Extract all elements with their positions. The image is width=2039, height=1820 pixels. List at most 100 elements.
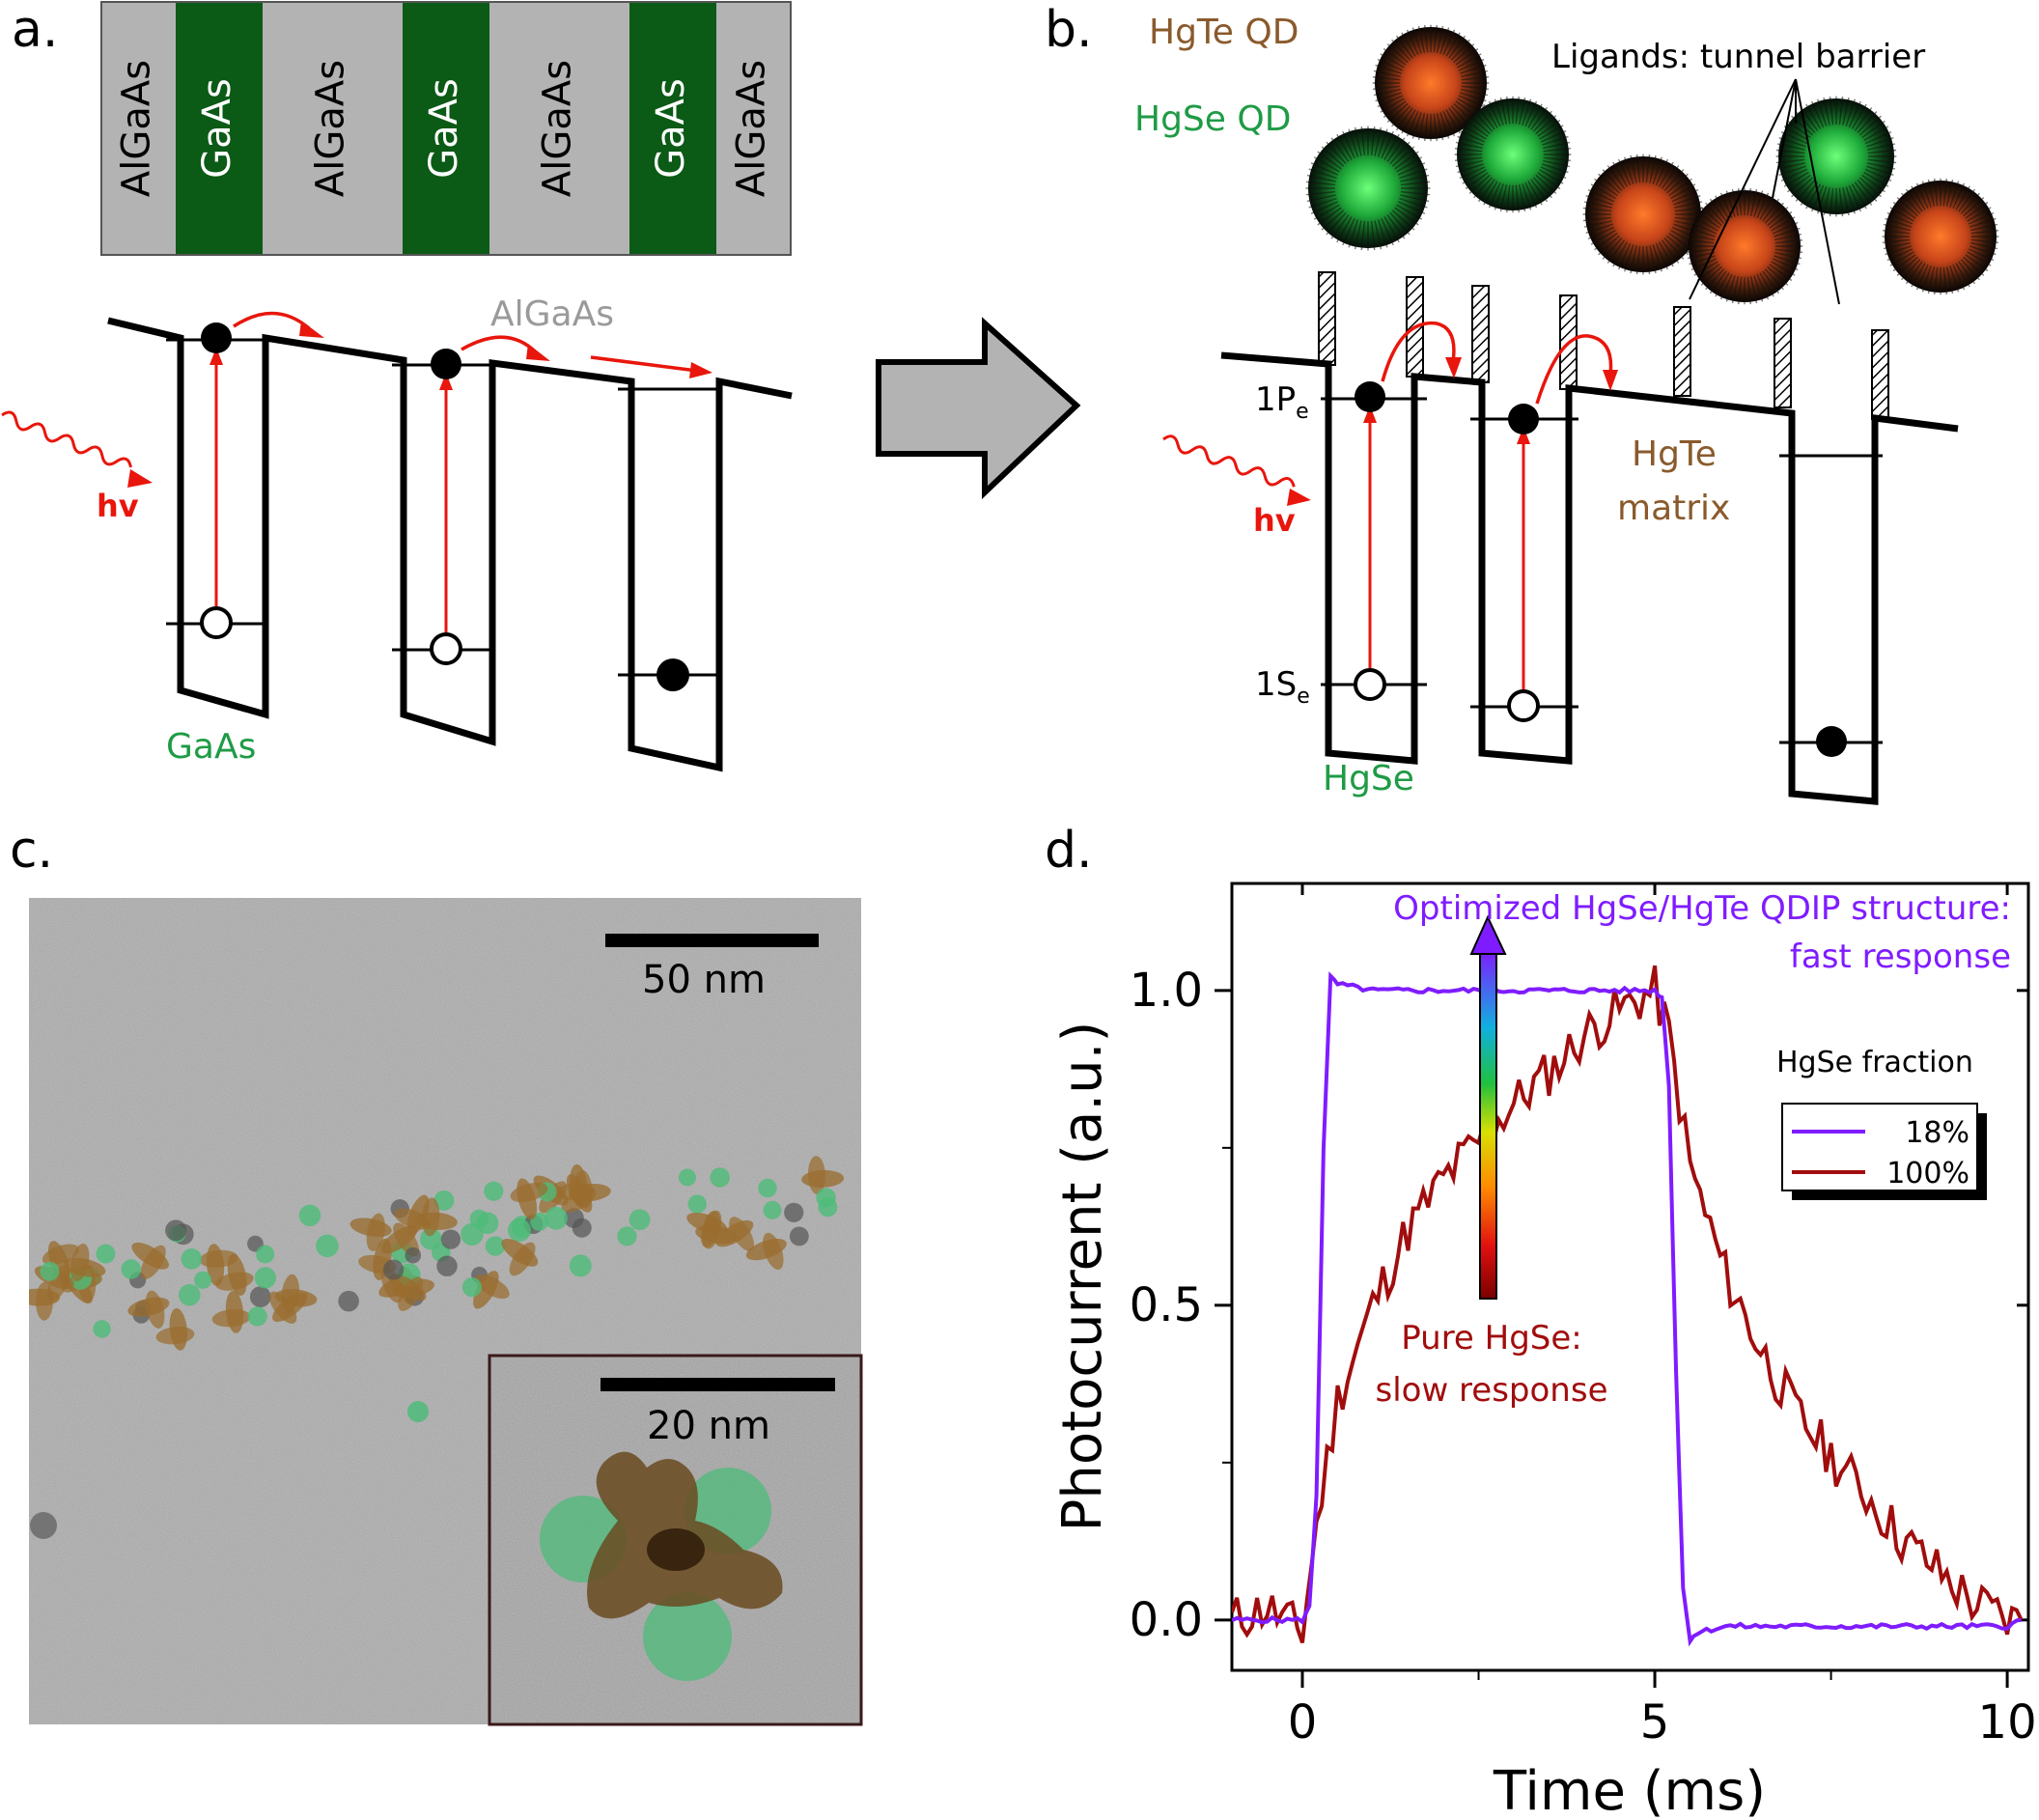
hgse-qd-icon [1775, 96, 1897, 217]
tunneling-arrowhead [1603, 370, 1618, 391]
annotation-bottom-line2: slow response [1375, 1371, 1607, 1410]
band-diagram-outline [107, 317, 793, 772]
tem-hgse-particle [433, 1190, 455, 1211]
ligand-pointer [1772, 78, 1797, 199]
panel-d-label: d. [1045, 822, 1093, 880]
layer-6 [716, 2, 791, 255]
transition-arrowhead [1363, 406, 1377, 423]
tem-hgse-particle [687, 1194, 707, 1214]
photon-wave-icon [1, 410, 132, 468]
well-label: HgSe [1323, 759, 1414, 798]
tunnel-barrier [1673, 306, 1691, 397]
tem-hgte-particle [127, 1290, 170, 1329]
panel-a-label: a. [12, 1, 58, 59]
axes: 0 5 10 0.0 0.5 1.0 [1130, 883, 2037, 1750]
tem-hgte-particle [388, 1274, 427, 1311]
tem-hgse-particle [569, 1254, 592, 1277]
quantum-dots [1305, 24, 1999, 305]
escape-arrowhead [526, 344, 550, 361]
y-tick-label: 1.0 [1130, 964, 1203, 1018]
gradient-arrow-shaft [1479, 950, 1497, 1300]
tem-hgse-particle [93, 1320, 111, 1338]
tem-hgse-particle [545, 1206, 568, 1230]
drift-arrowhead [689, 362, 712, 378]
hole-icon [1354, 668, 1386, 701]
layer-4 [489, 2, 629, 255]
tem-particle [436, 1255, 458, 1277]
electron-icon [201, 322, 232, 353]
tem-particle [165, 1219, 187, 1242]
inset-scale-bar [601, 1378, 835, 1391]
photon-label: hv [1253, 502, 1296, 539]
tem-hgte-particle [501, 1238, 539, 1276]
y-axis-label: Photocurrent (a.u.) [1051, 1022, 1114, 1532]
tem-particle [564, 1208, 584, 1228]
tunnel-barrier [1871, 329, 1889, 420]
photon-label: hv [97, 488, 139, 524]
x-tick-label: 10 [1978, 1695, 2037, 1750]
y-tick-label: 0.5 [1130, 1278, 1203, 1332]
ligand-pointer [1689, 78, 1797, 300]
escape-arrow [461, 335, 538, 354]
tem-hgse-particle [461, 1222, 484, 1246]
tem-hgse-particle [96, 1244, 116, 1264]
tem-hgte-particle [155, 1307, 195, 1351]
tem-hgse-particle [179, 1284, 201, 1306]
legend-box [1781, 1103, 1978, 1191]
tem-hgte-particle [211, 1290, 251, 1333]
layer-label: GaAs [195, 78, 239, 179]
hgse-qd-label: HgSe QD [1134, 99, 1291, 139]
tunnel-barrier [1471, 285, 1490, 383]
photon-arrowhead [127, 469, 153, 488]
tem-hgse-particle [758, 1178, 777, 1198]
ligand-pointer [1795, 78, 1840, 305]
is-level-label: 1Se [1255, 665, 1310, 709]
layer-5 [629, 2, 716, 255]
annotation-bottom-line1: Pure HgSe: [1401, 1319, 1582, 1358]
tem-hgse-particle [818, 1197, 838, 1218]
tem-hgte-particle [561, 1174, 597, 1213]
y-tick-label: 0.0 [1130, 1593, 1203, 1647]
tem-hgte-particle [715, 1217, 754, 1251]
matrix-label-line1: HgTe [1632, 434, 1717, 474]
layer-stack: AlGaAs GaAs AlGaAs GaAs AlGaAs GaAs AlGaAs [100, 1, 792, 256]
tem-hgse-particle [181, 1248, 203, 1270]
hgte-qd-label: HgTe QD [1149, 13, 1299, 52]
tem-particle [789, 1226, 809, 1246]
layer-label: AlGaAs [730, 60, 774, 197]
tem-hgse-particle [678, 1168, 696, 1187]
annotation-top-line2: fast response [1790, 938, 2011, 976]
plot-frame [1230, 882, 2030, 1672]
panel-c: c. 50 nm 20 nm [10, 822, 863, 1726]
tem-particle [249, 1286, 271, 1308]
series-line-18 [1232, 971, 2022, 1647]
transition-arrowhead [209, 348, 223, 365]
tem-hgte-particle [349, 1213, 392, 1252]
legend-title: HgSe fraction [1776, 1046, 1973, 1079]
panel-d: d. 0 5 10 0.0 0.5 1.0 Optimized HgSe/HgTe QDI… [1045, 822, 2037, 1820]
layer-3 [403, 2, 489, 255]
tem-hgte-particle [801, 1156, 845, 1195]
inset-particle [540, 1451, 783, 1681]
tem-hgte-particle [686, 1210, 728, 1247]
photon-arrowhead [1287, 489, 1311, 506]
x-axis-label: Time (ms) [1493, 1760, 1766, 1820]
panel-b: b. HgTe QD HgSe QD Ligands: tunnel barri… [1045, 1, 1999, 805]
ip-level-sub: e [1296, 400, 1309, 424]
layer-label: AlGaAs [115, 60, 159, 197]
tem-hgte-particle [510, 1178, 548, 1220]
transition-arrowhead [1517, 427, 1530, 444]
tem-hgse-particle [316, 1234, 339, 1258]
tem-hgte-particle [64, 1243, 106, 1282]
panel-b-label: b. [1045, 1, 1093, 59]
tem-particle [382, 1259, 405, 1280]
hgte-qd-icon [1372, 24, 1490, 142]
electron-icon [656, 658, 689, 691]
ligands-label: Ligands: tunnel barrier [1551, 38, 1925, 76]
tem-particles [29, 1156, 845, 1539]
tem-particle [440, 1229, 461, 1249]
scale-bar [605, 934, 819, 947]
drift-arrow [590, 355, 698, 373]
legend: 18% 100% [1792, 1116, 1969, 1190]
